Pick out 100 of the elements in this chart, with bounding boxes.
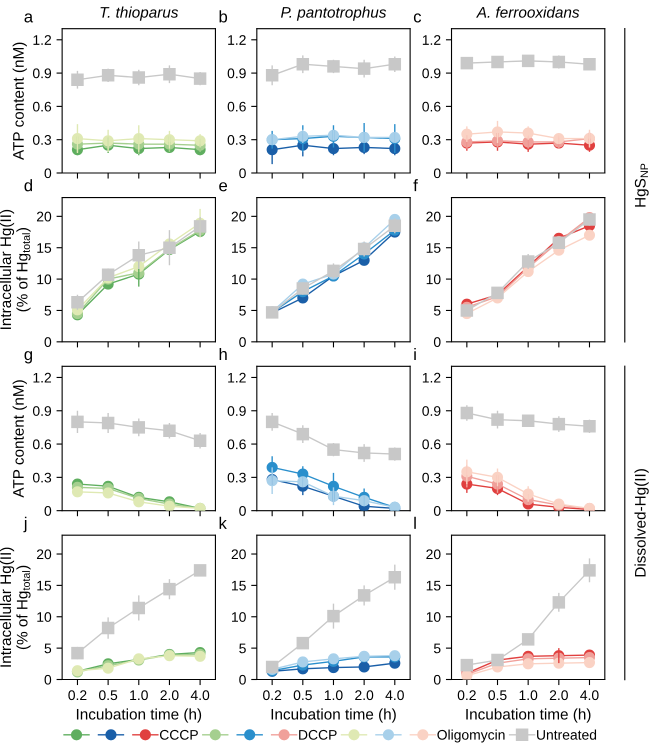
y-tick-label: 0 bbox=[239, 674, 246, 685]
y-tick-label: 0.6 bbox=[422, 102, 440, 112]
text: c bbox=[414, 13, 422, 23]
y-axis-title: ATP content (nM) bbox=[12, 380, 27, 498]
x-tick-label: 2.0 bbox=[160, 690, 179, 700]
x-tick-label: 0.5 bbox=[294, 690, 312, 700]
y-tick-label: 20 bbox=[232, 549, 246, 560]
x-axis-title: Incubation time (h) bbox=[272, 708, 396, 723]
x-tick-label: 2.0 bbox=[355, 690, 374, 700]
legend-label: CCCP bbox=[160, 730, 198, 740]
x-tick-label: 0.5 bbox=[488, 690, 507, 700]
y-tick-label: 15 bbox=[37, 243, 52, 253]
y-tick-label: 20 bbox=[232, 212, 246, 222]
legend-label: Untreated bbox=[537, 730, 596, 740]
y-tick-label: 15 bbox=[232, 243, 246, 253]
y-tick-label: 1.2 bbox=[422, 372, 440, 382]
y-tick-label: 0 bbox=[434, 674, 441, 685]
text: f bbox=[413, 179, 418, 192]
y-tick-label: 10 bbox=[426, 612, 441, 622]
y-tick-label: 0 bbox=[239, 168, 246, 178]
y-tick-label: 15 bbox=[232, 580, 246, 591]
y-tick-label: 0.9 bbox=[228, 68, 246, 78]
y-tick-label: 0.9 bbox=[422, 68, 440, 78]
y-tick-label: 20 bbox=[36, 212, 52, 222]
text: Dissolved-Hg(II) bbox=[634, 469, 649, 576]
x-tick-label: 0.2 bbox=[263, 690, 282, 700]
x-tick-label: 2.0 bbox=[550, 690, 568, 700]
text: k bbox=[220, 516, 227, 529]
y-tick-label: 10 bbox=[232, 612, 246, 622]
x-tick-label: 0.2 bbox=[68, 690, 86, 700]
y-tick-label: 0.3 bbox=[228, 472, 246, 483]
y-tick-label: 5 bbox=[239, 306, 246, 316]
x-tick-label: 0.2 bbox=[458, 690, 476, 700]
y-tick-label: 5 bbox=[44, 306, 52, 316]
y-tick-label: 10 bbox=[426, 274, 441, 284]
chart-title: P. pantotrophus bbox=[281, 6, 386, 21]
y-tick-label: 0 bbox=[44, 506, 52, 516]
y-tick-label: 20 bbox=[426, 549, 441, 560]
y-tick-label: 0.9 bbox=[32, 406, 52, 416]
y-tick-label: 0.9 bbox=[422, 406, 440, 416]
y-tick-label: 15 bbox=[37, 580, 52, 591]
text: j bbox=[23, 516, 26, 532]
y-tick-label: 1.2 bbox=[228, 372, 246, 382]
y-tick-label: 15 bbox=[426, 243, 441, 253]
y-tick-label: 20 bbox=[426, 212, 441, 222]
y-axis-title: Intracellular Hg(II) (% of Hg$_{total}$) bbox=[0, 548, 31, 667]
y-tick-label: 0.9 bbox=[32, 68, 52, 78]
x-tick-label: 1.0 bbox=[520, 690, 538, 700]
y-tick-label: 10 bbox=[37, 274, 52, 284]
y-tick-label: 5 bbox=[239, 644, 246, 654]
chart-title: A. ferrooxidans bbox=[476, 6, 580, 18]
y-tick-label: 0 bbox=[434, 337, 441, 347]
y-tick-label: 0 bbox=[239, 337, 246, 347]
y-tick-label: 0.9 bbox=[228, 406, 246, 416]
y-tick-label: 0.3 bbox=[422, 472, 440, 483]
y-tick-label: 15 bbox=[426, 580, 441, 591]
y-axis-title: Intracellular Hg(II) (% of Hg$_{total}$) bbox=[0, 210, 31, 329]
y-tick-label: 0.3 bbox=[228, 135, 246, 145]
y-tick-label: 0.6 bbox=[32, 102, 52, 112]
x-tick-label: 1.0 bbox=[324, 690, 343, 700]
y-tick-label: 0.6 bbox=[32, 439, 52, 450]
x-tick-label: 0.5 bbox=[99, 690, 118, 700]
y-tick-label: 0.6 bbox=[422, 439, 440, 450]
y-tick-label: 0.3 bbox=[32, 135, 52, 145]
y-tick-label: 5 bbox=[434, 644, 441, 654]
text: HgS$_{NP}$ bbox=[634, 164, 649, 207]
x-tick-label: 1.0 bbox=[130, 690, 148, 700]
y-tick-label: 0.6 bbox=[228, 102, 246, 112]
chart-title: T. thioparus bbox=[100, 6, 178, 21]
text: d bbox=[24, 179, 32, 192]
x-axis-title: Incubation time (h) bbox=[76, 708, 202, 723]
text: h bbox=[220, 348, 227, 360]
x-axis-title: Incubation time (h) bbox=[466, 708, 590, 723]
y-tick-label: 0.3 bbox=[32, 472, 52, 483]
x-tick-label: 4.0 bbox=[190, 690, 210, 700]
y-axis-title: ATP content (nM) bbox=[12, 42, 27, 160]
text: e bbox=[219, 182, 228, 192]
y-tick-label: 0.3 bbox=[422, 135, 440, 145]
y-tick-label: 5 bbox=[44, 644, 52, 654]
y-tick-label: 10 bbox=[232, 274, 246, 284]
y-tick-label: 0 bbox=[44, 168, 52, 178]
text: a bbox=[24, 13, 34, 23]
x-tick-label: 4.0 bbox=[385, 690, 404, 700]
text: l bbox=[414, 516, 416, 529]
legend-label: DCCP bbox=[299, 730, 337, 740]
text: i bbox=[414, 348, 416, 360]
y-tick-label: 1.2 bbox=[422, 35, 440, 45]
y-tick-label: 1.2 bbox=[228, 35, 246, 45]
y-tick-label: 0 bbox=[44, 674, 52, 685]
text: b bbox=[220, 10, 228, 23]
y-tick-label: 20 bbox=[36, 549, 52, 560]
y-tick-label: 0.6 bbox=[228, 439, 246, 450]
y-tick-label: 5 bbox=[434, 306, 441, 316]
y-tick-label: 0 bbox=[434, 506, 441, 516]
y-tick-label: 10 bbox=[37, 612, 52, 622]
text: g bbox=[24, 351, 32, 364]
legend-label: Oligomycin bbox=[437, 730, 505, 742]
y-tick-label: 1.2 bbox=[33, 372, 52, 382]
y-tick-label: 1.2 bbox=[33, 35, 52, 45]
x-tick-label: 4.0 bbox=[580, 690, 599, 700]
